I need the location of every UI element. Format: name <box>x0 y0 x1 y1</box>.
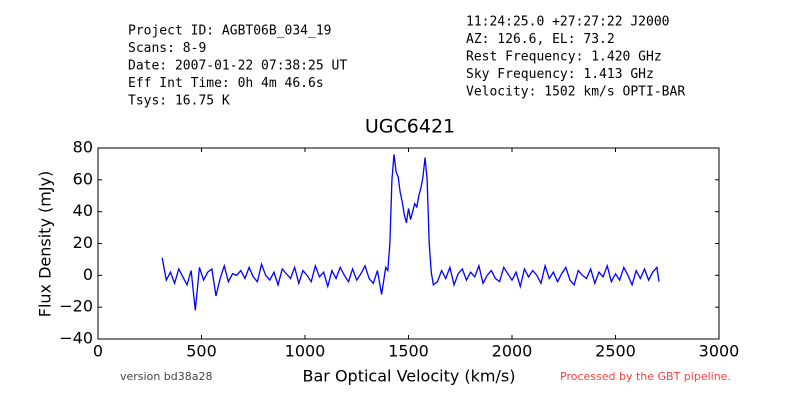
y-tick-label: −20 <box>59 297 93 316</box>
x-tick-label: 1000 <box>285 342 326 361</box>
y-tick-label: 0 <box>83 265 93 284</box>
x-tick-label: 0 <box>93 342 103 361</box>
header-line: Sky Frequency: 1.413 GHz <box>466 67 654 82</box>
header-line: Velocity: 1502 km/s OPTI-BAR <box>466 85 685 100</box>
header-line: Scans: 8-9 <box>128 41 206 56</box>
header-line: Date: 2007-01-22 07:38:25 UT <box>128 59 347 74</box>
header-line: AZ: 126.6, EL: 73.2 <box>466 32 615 47</box>
y-axis-label: Flux Density (mJy) <box>36 171 55 318</box>
x-tick-label: 500 <box>186 342 217 361</box>
footer-pipeline: Processed by the GBT pipeline. <box>560 370 731 383</box>
x-tick-label: 2000 <box>492 342 533 361</box>
header-line: 11:24:25.0 +27:27:22 J2000 <box>466 15 670 30</box>
x-axis-label: Bar Optical Velocity (km/s) <box>303 367 516 386</box>
x-tick-label: 3000 <box>699 342 740 361</box>
x-tick-label: 2500 <box>595 342 636 361</box>
x-tick-label: 1500 <box>388 342 429 361</box>
chart-title: UGC6421 <box>365 116 455 138</box>
y-tick-label: 20 <box>73 233 93 252</box>
plot-frame <box>97 147 720 340</box>
spectrum-line <box>161 154 660 311</box>
header-line: Tsys: 16.75 K <box>128 94 230 109</box>
y-tick-label: 40 <box>73 201 93 220</box>
header-line: Project ID: AGBT06B_034_19 <box>128 24 332 39</box>
header-line: Rest Frequency: 1.420 GHz <box>466 50 662 65</box>
footer-version: version bd38a28 <box>120 370 213 383</box>
header-line: Eff Int Time: 0h 4m 46.6s <box>128 76 324 91</box>
y-tick-label: 80 <box>73 138 93 157</box>
y-tick-label: 60 <box>73 169 93 188</box>
y-tick-label: −40 <box>59 329 93 348</box>
